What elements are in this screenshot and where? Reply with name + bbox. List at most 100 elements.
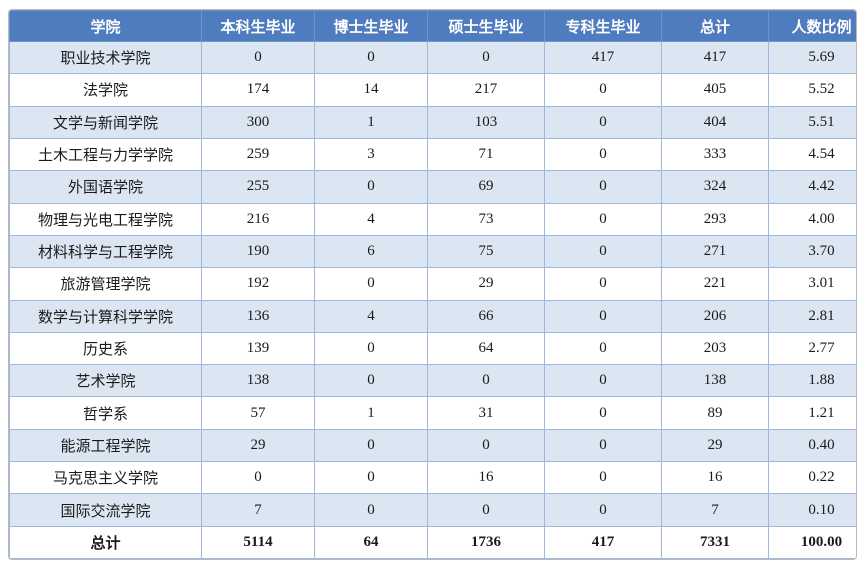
value-cell: 216 <box>201 202 315 236</box>
value-cell: 0 <box>314 461 428 495</box>
value-cell: 0.22 <box>768 461 856 495</box>
graduation-stats-table-container: 学院 本科生毕业 博士生毕业 硕士生毕业 专科生毕业 总计 人数比例 职业技术学院 0 0 0 41… <box>8 9 857 560</box>
value-cell: 1 <box>314 105 428 139</box>
value-cell: 0 <box>544 73 662 107</box>
value-cell: 0 <box>544 105 662 139</box>
value-cell: 255 <box>201 170 315 204</box>
value-cell: 2.81 <box>768 299 856 333</box>
value-cell: 221 <box>661 267 769 301</box>
value-cell: 57 <box>201 396 315 430</box>
value-cell: 0 <box>427 428 545 463</box>
value-cell: 29 <box>661 428 769 463</box>
value-cell: 293 <box>661 202 769 236</box>
header-cell: 学院 <box>9 10 202 42</box>
value-cell: 0 <box>544 137 662 172</box>
college-name-cell: 历史系 <box>9 331 202 366</box>
value-cell: 1 <box>314 396 428 430</box>
value-cell: 0.40 <box>768 428 856 463</box>
college-name-cell: 马克思主义学院 <box>9 461 202 495</box>
value-cell: 6 <box>314 234 428 269</box>
table-row: 旅游管理学院 192 0 29 0 221 3.01 <box>9 267 856 301</box>
value-cell: 271 <box>661 234 769 269</box>
value-cell: 16 <box>661 461 769 495</box>
value-cell: 64 <box>314 525 428 559</box>
value-cell: 3.01 <box>768 267 856 301</box>
value-cell: 5114 <box>201 525 315 559</box>
value-cell: 73 <box>427 202 545 236</box>
college-name-cell: 物理与光电工程学院 <box>9 202 202 236</box>
value-cell: 2.77 <box>768 331 856 366</box>
value-cell: 0 <box>427 364 545 398</box>
college-name-cell: 哲学系 <box>9 396 202 430</box>
value-cell: 0 <box>544 461 662 495</box>
value-cell: 3 <box>314 137 428 172</box>
value-cell: 0 <box>544 364 662 398</box>
college-name-cell: 数学与计算科学学院 <box>9 299 202 333</box>
value-cell: 4.42 <box>768 170 856 204</box>
value-cell: 0 <box>201 40 315 75</box>
value-cell: 333 <box>661 137 769 172</box>
value-cell: 190 <box>201 234 315 269</box>
value-cell: 0 <box>314 331 428 366</box>
college-name-cell: 土木工程与力学学院 <box>9 137 202 172</box>
value-cell: 14 <box>314 73 428 107</box>
value-cell: 203 <box>661 331 769 366</box>
value-cell: 66 <box>427 299 545 333</box>
value-cell: 0 <box>427 493 545 527</box>
table-row: 外国语学院 255 0 69 0 324 4.42 <box>9 170 856 204</box>
value-cell: 1.21 <box>768 396 856 430</box>
value-cell: 138 <box>661 364 769 398</box>
value-cell: 405 <box>661 73 769 107</box>
table-body: 职业技术学院 0 0 0 417 417 5.69 法学院 174 14 217 0 405 5.52 文学… <box>9 40 856 559</box>
value-cell: 69 <box>427 170 545 204</box>
value-cell: 29 <box>427 267 545 301</box>
value-cell: 7 <box>661 493 769 527</box>
table-row: 法学院 174 14 217 0 405 5.52 <box>9 73 856 107</box>
value-cell: 31 <box>427 396 545 430</box>
value-cell: 16 <box>427 461 545 495</box>
value-cell: 0 <box>201 461 315 495</box>
table-row: 国际交流学院 7 0 0 0 7 0.10 <box>9 493 856 527</box>
table-row: 文学与新闻学院 300 1 103 0 404 5.51 <box>9 105 856 139</box>
value-cell: 1736 <box>427 525 545 559</box>
value-cell: 417 <box>544 40 662 75</box>
value-cell: 404 <box>661 105 769 139</box>
value-cell: 64 <box>427 331 545 366</box>
value-cell: 0 <box>314 40 428 75</box>
value-cell: 5.52 <box>768 73 856 107</box>
value-cell: 3.70 <box>768 234 856 269</box>
table-row: 历史系 139 0 64 0 203 2.77 <box>9 331 856 366</box>
value-cell: 0 <box>544 267 662 301</box>
value-cell: 0 <box>544 170 662 204</box>
value-cell: 324 <box>661 170 769 204</box>
header-cell: 硕士生毕业 <box>427 10 545 42</box>
college-name-cell: 外国语学院 <box>9 170 202 204</box>
value-cell: 0 <box>314 493 428 527</box>
table-row: 马克思主义学院 0 0 16 0 16 0.22 <box>9 461 856 495</box>
graduation-stats-table: 学院 本科生毕业 博士生毕业 硕士生毕业 专科生毕业 总计 人数比例 职业技术学院 0 0 0 41… <box>9 10 856 559</box>
header-cell: 本科生毕业 <box>201 10 315 42</box>
value-cell: 103 <box>427 105 545 139</box>
value-cell: 0 <box>314 267 428 301</box>
value-cell: 4 <box>314 299 428 333</box>
college-name-cell: 能源工程学院 <box>9 428 202 463</box>
value-cell: 71 <box>427 137 545 172</box>
value-cell: 417 <box>544 525 662 559</box>
value-cell: 0.10 <box>768 493 856 527</box>
value-cell: 5.69 <box>768 40 856 75</box>
value-cell: 0 <box>544 428 662 463</box>
value-cell: 0 <box>544 202 662 236</box>
college-name-cell: 材料科学与工程学院 <box>9 234 202 269</box>
value-cell: 0 <box>314 170 428 204</box>
value-cell: 4.54 <box>768 137 856 172</box>
value-cell: 4 <box>314 202 428 236</box>
college-name-cell: 国际交流学院 <box>9 493 202 527</box>
table-row: 能源工程学院 29 0 0 0 29 0.40 <box>9 428 856 463</box>
header-row: 学院 本科生毕业 博士生毕业 硕士生毕业 专科生毕业 总计 人数比例 <box>9 10 856 42</box>
value-cell: 138 <box>201 364 315 398</box>
college-name-cell: 职业技术学院 <box>9 40 202 75</box>
college-name-cell: 法学院 <box>9 73 202 107</box>
college-name-cell: 文学与新闻学院 <box>9 105 202 139</box>
value-cell: 0 <box>314 428 428 463</box>
value-cell: 0 <box>544 493 662 527</box>
